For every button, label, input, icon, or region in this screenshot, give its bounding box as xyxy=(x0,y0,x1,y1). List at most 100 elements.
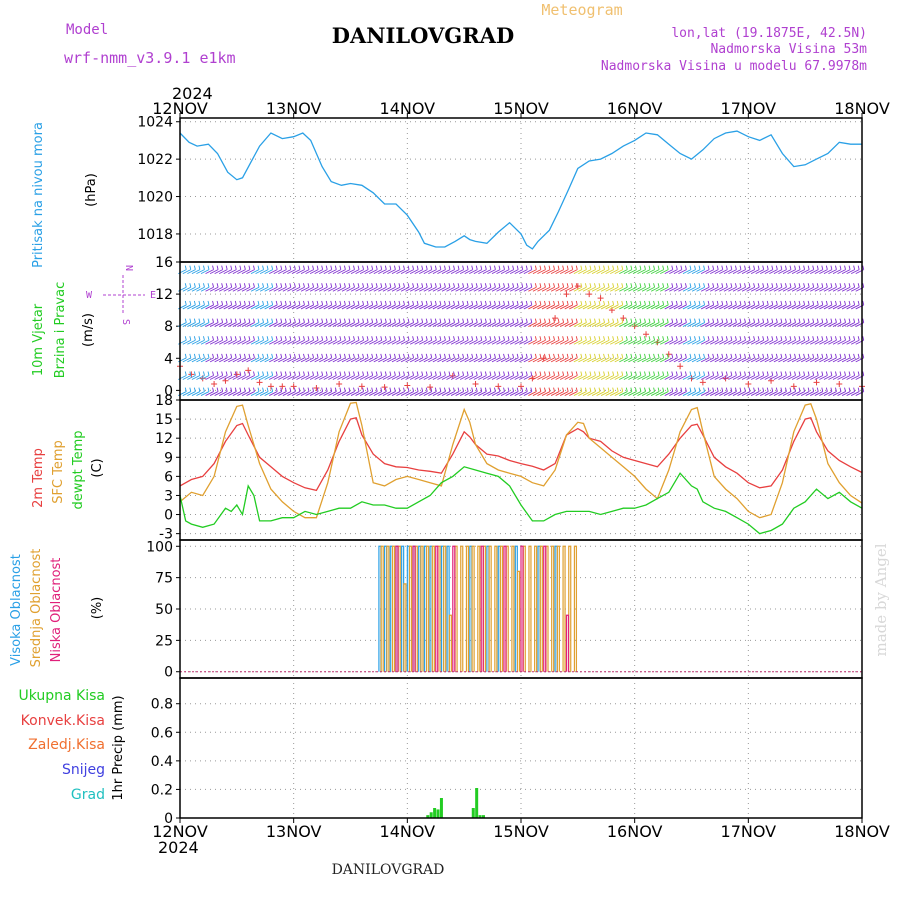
wind-barb xyxy=(782,265,792,275)
wind-barb xyxy=(669,300,678,310)
wind-barb xyxy=(719,283,728,292)
wind-barb xyxy=(791,371,801,380)
wind-barb xyxy=(505,353,515,363)
x-tick-label-top: 12NOV xyxy=(152,99,208,118)
wind-barb xyxy=(764,300,774,310)
wind-barb xyxy=(332,336,342,345)
wind-barb xyxy=(409,336,419,345)
wind-barb xyxy=(782,371,792,380)
clouds-bar xyxy=(528,545,532,672)
wind-barb xyxy=(419,371,428,380)
wind-barb xyxy=(619,318,628,327)
wind-barb xyxy=(537,336,546,345)
wind-barb xyxy=(741,387,751,396)
model-elevation-label: Nadmorska Visina u modelu 67.9978m xyxy=(601,59,867,74)
wind-barb xyxy=(369,265,378,275)
wind-marker xyxy=(427,384,434,391)
wind-barb xyxy=(278,300,287,310)
wind-barb xyxy=(455,353,465,363)
clouds-bar xyxy=(511,545,515,672)
wind-barb xyxy=(187,283,196,292)
wind-barb xyxy=(328,300,337,310)
wind-marker xyxy=(574,283,581,290)
wind-barb xyxy=(678,300,687,310)
wind-barb xyxy=(669,265,678,275)
wind-barb xyxy=(514,265,524,275)
wind-barb xyxy=(437,336,446,345)
clouds-bar xyxy=(380,545,384,672)
precip-bar xyxy=(429,812,433,818)
wind-barb xyxy=(655,265,665,275)
wind-barb xyxy=(587,283,596,292)
wind-barb xyxy=(646,387,656,396)
wind-barb xyxy=(237,300,246,310)
wind-barb xyxy=(255,336,265,345)
wind-barb xyxy=(832,265,842,275)
wind-barb xyxy=(664,283,674,292)
wind-barb xyxy=(182,387,192,396)
wind-barb xyxy=(655,371,665,380)
wind-barb xyxy=(641,283,651,292)
wind-barb xyxy=(396,371,405,380)
wind-barb xyxy=(350,387,360,396)
clouds-bar xyxy=(494,545,498,672)
wind-barb xyxy=(459,283,469,292)
wind-barb xyxy=(432,265,442,275)
wind-barb xyxy=(450,300,460,310)
wind-barb xyxy=(555,265,565,275)
wind-barb xyxy=(514,336,524,345)
temperature-ytick-label: 6 xyxy=(164,469,173,485)
wind-barb xyxy=(500,371,510,380)
wind-barb xyxy=(464,353,474,363)
wind-barb xyxy=(632,371,642,380)
wind-barb xyxy=(778,336,787,345)
wind-barb xyxy=(750,387,760,396)
wind-barb xyxy=(769,318,778,327)
wind-barb xyxy=(591,300,601,310)
wind-barb xyxy=(269,371,278,380)
wind-barb xyxy=(446,371,455,380)
wind-barb xyxy=(541,283,551,292)
wind-barb xyxy=(182,300,192,310)
wind-barb xyxy=(314,283,324,292)
wind-barb xyxy=(732,336,742,345)
wind-barb xyxy=(478,283,487,292)
wind-barb xyxy=(500,353,510,363)
wind-barb xyxy=(555,371,565,380)
wind-barb xyxy=(228,265,237,275)
wind-barb xyxy=(314,265,324,275)
wind-barb xyxy=(723,371,733,380)
compass-e: E xyxy=(150,290,156,301)
wind-barb xyxy=(773,265,783,275)
wind-barb xyxy=(559,336,569,345)
wind-barb xyxy=(387,265,396,275)
wind-marker xyxy=(336,380,343,387)
wind-barb xyxy=(578,371,587,380)
wind-barb xyxy=(478,371,487,380)
wind-barb xyxy=(641,353,651,363)
wind-barb xyxy=(391,283,401,292)
wind-barb xyxy=(482,300,492,310)
wind-barb xyxy=(309,265,319,275)
wind-barb xyxy=(696,371,706,380)
wind-barb xyxy=(196,371,205,380)
wind-barb xyxy=(309,387,319,396)
x-tick-label-bottom: 13NOV xyxy=(266,822,322,841)
wind-barb xyxy=(482,387,492,396)
wind-barb xyxy=(273,353,283,363)
wind-barb xyxy=(564,371,574,380)
wind-barb xyxy=(505,387,515,396)
wind-barb xyxy=(409,283,419,292)
wind-barb xyxy=(214,387,224,396)
wind-barb xyxy=(837,300,846,310)
wind-barb xyxy=(214,300,224,310)
wind-barb xyxy=(600,336,610,345)
clouds-bar xyxy=(409,545,413,672)
wind-barb xyxy=(396,318,405,327)
wind-barb xyxy=(578,353,587,363)
wind-barb xyxy=(582,353,592,363)
wind-barb xyxy=(491,283,501,292)
wind-barb xyxy=(850,300,860,310)
wind-barb xyxy=(728,387,737,396)
wind-barb xyxy=(564,387,574,396)
